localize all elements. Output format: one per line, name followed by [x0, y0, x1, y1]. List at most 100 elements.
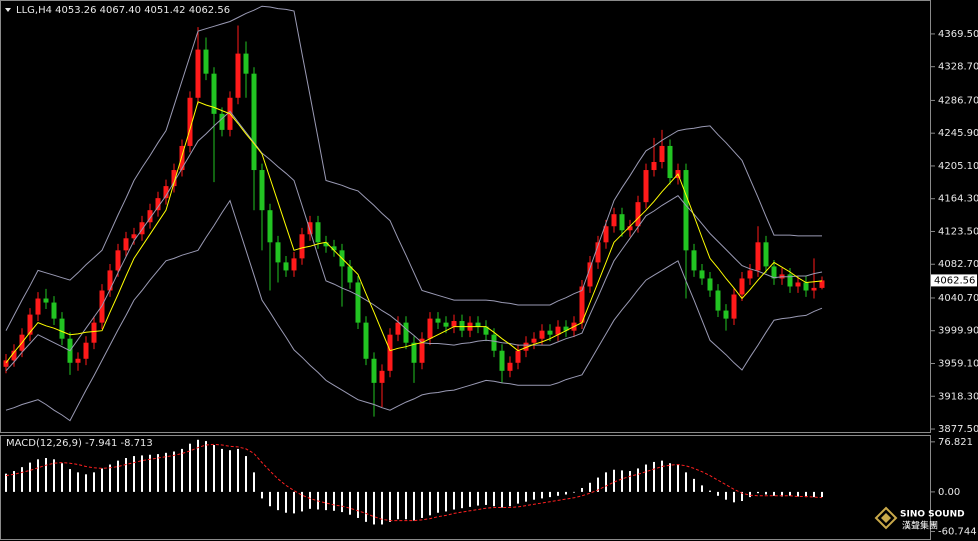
- candle-body: [515, 350, 521, 363]
- candle-body: [171, 170, 177, 187]
- candle-body: [283, 262, 289, 271]
- candle-body: [91, 322, 97, 343]
- logo-icon: [874, 506, 898, 530]
- overlay-line: [5, 101, 823, 364]
- candle-body: [603, 226, 609, 243]
- y-tick-label: 4286.70: [938, 95, 978, 106]
- candle-body: [483, 326, 489, 335]
- y-tick-label: 4040.70: [938, 293, 978, 304]
- candle-body: [507, 362, 513, 371]
- candle-body: [347, 266, 353, 283]
- candle-body: [475, 322, 481, 327]
- candle-body: [371, 358, 377, 383]
- candle-body: [35, 298, 41, 315]
- candle-body: [755, 242, 761, 271]
- candle-body: [643, 170, 649, 203]
- candle-body: [179, 145, 185, 171]
- candle-body: [139, 222, 145, 235]
- y-tick-label: 3959.10: [938, 358, 978, 369]
- y-tick-label: 4205.10: [938, 161, 978, 172]
- candle-body: [427, 318, 433, 339]
- candle-body: [187, 97, 193, 146]
- candle-body: [651, 162, 657, 171]
- y-tick-label: -60.744: [938, 526, 977, 537]
- candle-body: [627, 226, 633, 231]
- macd-title: MACD(12,26,9) -7.941 -8.713: [6, 438, 153, 449]
- candle-body: [811, 287, 817, 291]
- candle-body: [355, 282, 361, 323]
- candle-body: [411, 342, 417, 363]
- candle-body: [459, 321, 465, 331]
- candle-body: [251, 73, 257, 171]
- y-tick-label: 4164.30: [938, 194, 978, 205]
- logo: SINO SOUND 漢聲集團: [874, 506, 965, 532]
- candle-body: [563, 326, 569, 331]
- candle-body: [107, 270, 113, 291]
- candle-body: [115, 250, 121, 271]
- candle-body: [611, 214, 617, 227]
- candle-body: [331, 246, 337, 251]
- candle-body: [195, 49, 201, 98]
- candle-body: [267, 210, 273, 243]
- menu-triangle[interactable]: [5, 8, 11, 12]
- candle-body: [83, 342, 89, 359]
- candle-body: [659, 145, 665, 163]
- candle-body: [531, 338, 537, 343]
- candle-body: [443, 322, 449, 327]
- overlay-line: [5, 110, 823, 372]
- candle-body: [363, 322, 369, 359]
- candle-body: [699, 270, 705, 279]
- candle-body: [235, 53, 241, 98]
- main-panel-frame: [0, 0, 931, 433]
- candle-body: [387, 334, 393, 371]
- candle-body: [491, 334, 497, 351]
- candle-body: [747, 270, 753, 279]
- candle-body: [771, 266, 777, 279]
- candle-body: [59, 318, 65, 339]
- y-tick-label: 4369.50: [938, 29, 978, 40]
- candle-body: [51, 302, 57, 319]
- candle-body: [211, 73, 217, 114]
- candle-body: [819, 280, 825, 288]
- y-tick-label: 4245.90: [938, 128, 978, 139]
- candle-body: [499, 350, 505, 371]
- candle-body: [803, 282, 809, 291]
- candle-body: [11, 350, 17, 361]
- candle-body: [299, 234, 305, 259]
- y-tick-label: 76.821: [938, 437, 973, 448]
- candle-body: [315, 222, 321, 243]
- y-tick-label: 3877.50: [938, 424, 978, 435]
- candle-body: [683, 170, 689, 251]
- candle-body: [131, 234, 137, 239]
- candle-body: [27, 314, 33, 335]
- candle-body: [579, 286, 585, 323]
- candle-body: [539, 330, 545, 339]
- y-tick-label: 4123.50: [938, 226, 978, 237]
- last-price-box: [931, 274, 977, 287]
- candle-body: [403, 322, 409, 343]
- y-tick-label: 3918.30: [938, 391, 978, 402]
- candle-body: [163, 186, 169, 199]
- candle-body: [763, 242, 769, 267]
- macd-panel-frame: [0, 435, 931, 540]
- candle-body: [595, 242, 601, 263]
- y-tick-label: 0.00: [938, 487, 960, 498]
- y-tick-label: 4328.70: [938, 62, 978, 73]
- candle-body: [707, 278, 713, 291]
- candle-body: [715, 290, 721, 311]
- plot-layer: 3877.50 3918.30 3959.10 3999.90 4040.70 4082.…: [3, 5, 978, 537]
- candle-body: [451, 321, 457, 327]
- candle-body: [619, 214, 625, 231]
- overlay-line: [5, 199, 823, 422]
- candle-body: [667, 145, 673, 179]
- candle-body: [795, 282, 801, 287]
- candle-body: [219, 113, 225, 130]
- candle-body: [523, 342, 529, 351]
- last-price-label: 4062.56: [934, 275, 975, 286]
- chart-title: LLG,H4 4053.26 4067.40 4051.42 4062.56: [16, 5, 230, 16]
- logo-icon-core: [881, 513, 891, 523]
- candle-body: [787, 274, 793, 287]
- candle-body: [419, 338, 425, 363]
- candle-body: [307, 222, 313, 235]
- candle-body: [635, 202, 641, 227]
